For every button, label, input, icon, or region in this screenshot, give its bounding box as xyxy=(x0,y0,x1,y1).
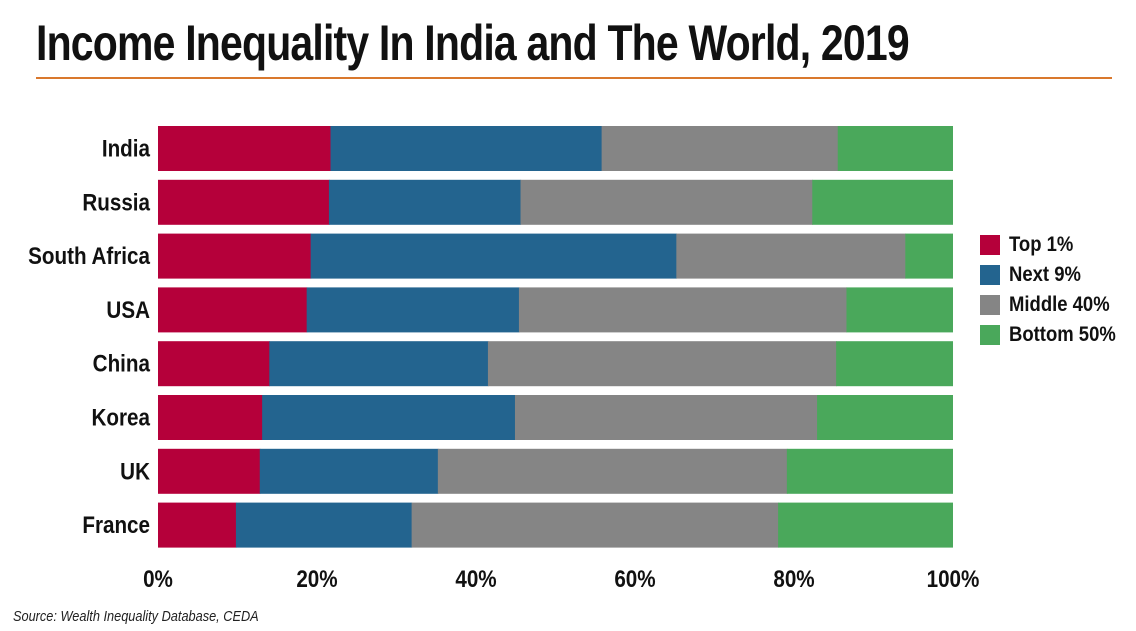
legend-item-bottom-50: Bottom 50% xyxy=(980,320,1130,350)
bar-france-middle-40 xyxy=(411,502,779,548)
bar-china-next-9 xyxy=(269,341,489,387)
legend-label-top-1: Top 1% xyxy=(1009,233,1074,256)
bar-india-next-9 xyxy=(330,126,603,171)
category-label-russia: Russia xyxy=(82,189,150,216)
bar-india-bottom-50 xyxy=(837,126,953,171)
stacked-bar-chart: India Russia South Africa USA China Korea UK Fr… xyxy=(28,126,979,593)
bar-usa-next-9 xyxy=(306,287,520,333)
bar-india-middle-40 xyxy=(601,126,839,171)
category-label-korea: Korea xyxy=(92,404,151,431)
x-axis-ticks: 0% 20% 40% 60% 80% 100% xyxy=(143,566,979,593)
legend-label-bottom-50: Bottom 50% xyxy=(1009,323,1116,346)
bar-china-middle-40 xyxy=(487,341,837,387)
legend-swatch-bottom-50 xyxy=(980,325,1000,345)
bar-china-top-1 xyxy=(158,341,270,387)
x-tick-label-2: 40% xyxy=(455,566,496,593)
bar-china-bottom-50 xyxy=(836,341,954,387)
chart-title: Income Inequality In India and The World… xyxy=(36,15,910,71)
bar-south-africa-bottom-50 xyxy=(905,233,953,279)
bar-usa-bottom-50 xyxy=(846,287,953,333)
bar-france-bottom-50 xyxy=(778,502,953,548)
title-underline xyxy=(36,77,1112,79)
bar-russia-top-1 xyxy=(158,179,330,225)
x-tick-label-4: 80% xyxy=(773,566,814,593)
bar-south-africa-middle-40 xyxy=(676,233,906,279)
legend-swatch-top-1 xyxy=(980,235,1000,255)
category-label-china: China xyxy=(93,350,151,377)
bar-south-africa-next-9 xyxy=(310,233,677,279)
bar-india-top-1 xyxy=(158,126,332,171)
bar-france-top-1 xyxy=(158,502,237,548)
bar-usa-middle-40 xyxy=(518,287,848,333)
bar-korea-middle-40 xyxy=(514,395,818,440)
bar-korea-top-1 xyxy=(158,395,263,440)
bar-russia-bottom-50 xyxy=(812,179,953,225)
category-label-india: India xyxy=(102,135,151,162)
bar-uk-middle-40 xyxy=(437,448,788,494)
source-note: Source: Wealth Inequality Database, CEDA xyxy=(13,608,259,625)
x-tick-label-3: 60% xyxy=(614,566,655,593)
legend-item-middle-40: Middle 40% xyxy=(980,290,1130,320)
category-label-south-africa: South Africa xyxy=(28,243,150,270)
legend-item-next-9: Next 9% xyxy=(980,260,1130,290)
bar-uk-top-1 xyxy=(158,448,261,494)
bar-uk-next-9 xyxy=(259,448,439,494)
x-tick-label-5: 100% xyxy=(927,566,980,593)
legend-label-middle-40: Middle 40% xyxy=(1009,293,1110,316)
bar-uk-bottom-50 xyxy=(786,448,953,494)
legend-swatch-next-9 xyxy=(980,265,1000,285)
category-labels: India Russia South Africa USA China Korea UK Fr… xyxy=(28,135,150,538)
category-label-usa: USA xyxy=(106,296,150,323)
legend: Top 1% Next 9% Middle 40% Bottom 50% xyxy=(980,230,1130,350)
bar-usa-top-1 xyxy=(158,287,308,333)
legend-swatch-middle-40 xyxy=(980,295,1000,315)
category-label-france: France xyxy=(82,512,150,539)
bar-russia-middle-40 xyxy=(520,179,813,225)
x-tick-label-1: 20% xyxy=(296,566,337,593)
bar-korea-next-9 xyxy=(262,395,516,440)
bar-korea-bottom-50 xyxy=(817,395,953,440)
bar-south-africa-top-1 xyxy=(158,233,312,279)
legend-label-next-9: Next 9% xyxy=(1009,263,1081,286)
bar-france-next-9 xyxy=(235,502,413,548)
x-tick-label-0: 0% xyxy=(143,566,173,593)
legend-item-top-1: Top 1% xyxy=(980,230,1130,260)
category-label-uk: UK xyxy=(120,458,150,485)
bar-area xyxy=(158,126,954,548)
bar-russia-next-9 xyxy=(328,179,522,225)
